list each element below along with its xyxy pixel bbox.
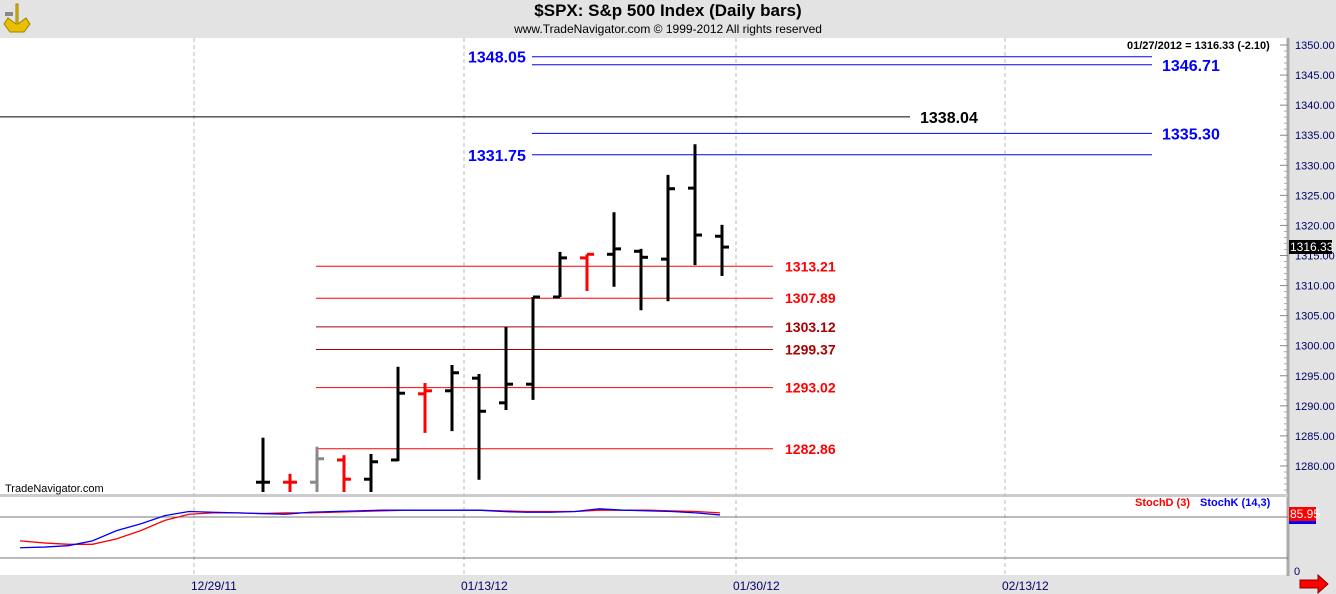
copyright-subtitle: www.TradeNavigator.com © 1999-2012 All r…: [514, 22, 822, 36]
header: $SPX: S&p 500 Index (Daily bars) www.Tra…: [0, 0, 1336, 38]
x-tick-label: 02/13/12: [1002, 579, 1049, 593]
y-tick-label: 1350.00: [1295, 40, 1335, 52]
stochd-line: [19, 509, 721, 545]
stoch-last-label: 85.95: [1290, 507, 1320, 521]
y-tick-label: 1295.00: [1295, 371, 1335, 383]
y-tick-label: 1345.00: [1295, 70, 1335, 82]
legend-stochk: StochK (14,3): [1200, 497, 1271, 509]
y-tick-label: 1305.00: [1295, 311, 1335, 323]
y-tick-label: 1335.00: [1295, 130, 1335, 142]
level-label: 1303.12: [785, 319, 836, 335]
level-label: 1338.04: [920, 110, 978, 127]
level-label: 1348.05: [468, 50, 526, 67]
level-label: 1307.89: [785, 290, 836, 306]
y-tick-label: 1320.00: [1295, 220, 1335, 232]
legend-stochd: StochD (3): [1135, 497, 1190, 509]
x-tick-label: 01/13/12: [461, 579, 508, 593]
level-label: 1346.71: [1162, 58, 1220, 75]
y-tick-label: 1290.00: [1295, 401, 1335, 413]
x-tick-label: 01/30/12: [733, 579, 780, 593]
chart-title: $SPX: S&p 500 Index (Daily bars): [534, 1, 802, 20]
y-tick-label: 1310.00: [1295, 281, 1335, 293]
trade-navigator-logo-icon: [3, 3, 31, 33]
y-tick-label: 1340.00: [1295, 100, 1335, 112]
level-label: 1331.75: [468, 148, 526, 165]
last-price-box: [1289, 240, 1332, 254]
scroll-right-arrow-icon[interactable]: [1299, 573, 1329, 594]
level-label: 1282.86: [785, 441, 836, 457]
level-label: 1299.37: [785, 341, 836, 357]
stoch-plot-area: [0, 497, 1288, 575]
y-tick-label: 1300.00: [1295, 341, 1335, 353]
price-readout: 01/27/2012 = 1316.33 (-2.10): [1127, 40, 1270, 52]
level-label: 1293.02: [785, 380, 836, 396]
stoch-last-box: [1289, 507, 1316, 521]
y-tick-label: 1285.00: [1295, 431, 1335, 443]
y-tick-label: 1325.00: [1295, 190, 1335, 202]
stoch-zero-label: 0: [1294, 566, 1300, 578]
x-tick-label: 12/29/11: [191, 579, 237, 593]
level-label: 1313.21: [785, 258, 836, 274]
last-price-label: 1316.33: [1290, 240, 1334, 254]
watermark: TradeNavigator.com: [5, 483, 104, 495]
y-tick-label: 1280.00: [1295, 461, 1335, 473]
stochk-line: [19, 508, 721, 549]
level-label: 1335.30: [1162, 126, 1220, 143]
y-tick-label: 1330.00: [1295, 160, 1335, 172]
